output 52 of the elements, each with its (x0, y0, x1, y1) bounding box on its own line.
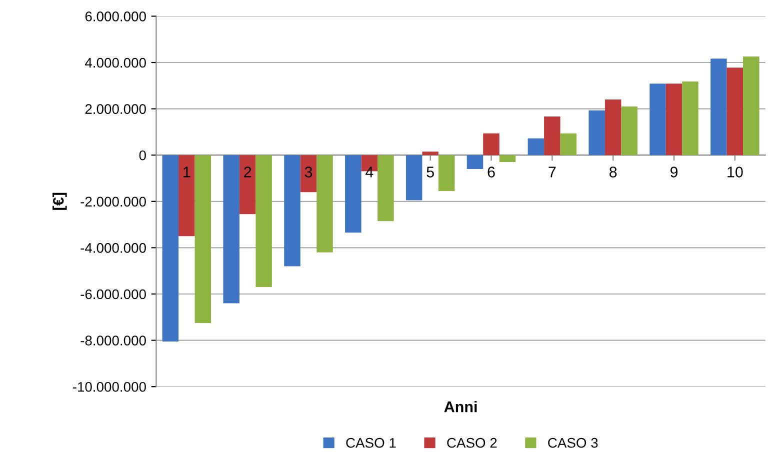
bar (682, 81, 698, 156)
x-tick-label: 1 (184, 166, 190, 178)
x-tick-label: 3 (304, 166, 312, 178)
bar (256, 155, 272, 288)
bar (743, 56, 760, 156)
bar (544, 116, 560, 156)
bar (239, 155, 256, 214)
bar (588, 110, 605, 156)
bar (345, 155, 362, 233)
x-tick-label: 9 (670, 166, 678, 178)
y-tick-label: -6.000.000 (80, 289, 146, 300)
legend-label: CASO 3 (548, 438, 598, 448)
y-tick-label: 6.000.000 (85, 12, 146, 22)
bar (284, 155, 300, 266)
x-axis-title: Anni (444, 401, 477, 412)
bar (438, 155, 455, 191)
bar (223, 155, 240, 304)
bar (710, 58, 727, 156)
y-tick-label: -4.000.000 (80, 243, 146, 253)
y-tick-label: -2.000.000 (80, 196, 146, 207)
bar (378, 155, 394, 222)
bar (621, 106, 638, 156)
x-tick-label: 2 (244, 166, 252, 178)
y-axis-title: [€] (52, 192, 67, 210)
y-tick-label: 4.000.000 (85, 58, 146, 68)
bar (499, 155, 516, 162)
x-tick-label: 8 (610, 166, 617, 178)
bar (422, 152, 438, 156)
bar (666, 84, 682, 156)
x-tick-label: 5 (426, 166, 434, 178)
bar (316, 155, 333, 252)
bar (406, 155, 422, 200)
bar (560, 133, 577, 156)
bar (483, 133, 500, 156)
bar (528, 138, 544, 156)
legend-label: CASO 1 (346, 438, 396, 448)
y-tick-label: 0 (139, 150, 146, 160)
bar (604, 100, 622, 156)
y-tick-label: 2.000.000 (85, 104, 146, 114)
y-tick-label: -10.000.000 (72, 382, 146, 392)
x-tick-label: 10 (728, 166, 743, 178)
y-tick-label: -8.000.000 (80, 336, 146, 346)
x-tick-label: 7 (548, 166, 556, 178)
bar (178, 155, 195, 236)
bar (162, 155, 179, 342)
bar (650, 84, 666, 156)
bar (726, 68, 744, 156)
bar (466, 155, 484, 169)
legend-label: CASO 2 (447, 438, 497, 448)
bar (300, 155, 317, 192)
x-tick-label: 6 (488, 166, 495, 178)
bar (194, 155, 212, 323)
